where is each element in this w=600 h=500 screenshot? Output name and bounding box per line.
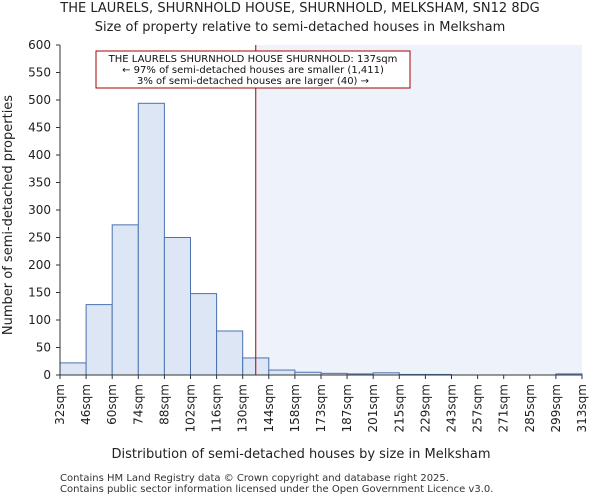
y-tick-label: 50 bbox=[36, 341, 51, 355]
x-tick-label: 257sqm bbox=[471, 384, 485, 432]
x-tick-label: 46sqm bbox=[79, 384, 93, 425]
x-tick-label: 187sqm bbox=[340, 384, 354, 432]
x-tick-label: 158sqm bbox=[288, 384, 302, 432]
bar-46sqm bbox=[85, 304, 113, 376]
y-tick-label: 150 bbox=[28, 286, 51, 300]
y-tick-label: 400 bbox=[28, 148, 51, 162]
chart-title: THE LAURELS, SHURNHOLD HOUSE, SHURNHOLD,… bbox=[60, 1, 540, 16]
annotation-line: THE LAURELS SHURNHOLD HOUSE SHURNHOLD: 1… bbox=[108, 54, 398, 65]
y-tick-label: 550 bbox=[28, 66, 51, 80]
annotation-line: ← 97% of semi-detached houses are smalle… bbox=[122, 65, 384, 76]
footer-licence: Contains public sector information licen… bbox=[60, 484, 494, 495]
x-tick-label: 130sqm bbox=[236, 384, 250, 432]
x-tick-label: 32sqm bbox=[53, 384, 67, 425]
y-tick-label: 200 bbox=[28, 258, 51, 272]
y-tick-label: 250 bbox=[28, 231, 51, 245]
x-tick-label: 88sqm bbox=[157, 384, 171, 425]
footer-copyright: Contains HM Land Registry data © Crown c… bbox=[60, 473, 449, 484]
x-tick-label: 201sqm bbox=[366, 384, 380, 432]
y-axis-label: Number of semi-detached properties bbox=[1, 95, 16, 335]
x-tick-label: 215sqm bbox=[392, 384, 406, 432]
x-tick-label: 243sqm bbox=[445, 384, 459, 432]
x-tick-label: 285sqm bbox=[523, 384, 537, 432]
x-tick-label: 173sqm bbox=[314, 384, 328, 432]
x-tick-label: 116sqm bbox=[210, 384, 224, 432]
x-tick-label: 271sqm bbox=[497, 384, 511, 432]
annotation-box bbox=[95, 50, 411, 89]
bar-102sqm bbox=[190, 293, 218, 376]
x-tick-label: 144sqm bbox=[262, 384, 276, 432]
x-tick-label: 74sqm bbox=[131, 384, 145, 425]
y-tick-label: 500 bbox=[28, 93, 51, 107]
larger-side-shade bbox=[255, 45, 582, 375]
x-axis-label: Distribution of semi-detached houses by … bbox=[112, 447, 491, 462]
chart-subtitle: Size of property relative to semi-detach… bbox=[94, 20, 506, 35]
bar-88sqm bbox=[163, 237, 191, 376]
bar-144sqm bbox=[268, 369, 296, 376]
bar-32sqm bbox=[59, 362, 87, 376]
bar-60sqm bbox=[111, 224, 139, 376]
bar-74sqm bbox=[137, 102, 165, 376]
y-tick-label: 100 bbox=[28, 313, 51, 327]
annotation-line: 3% of semi-detached houses are larger (4… bbox=[137, 76, 369, 87]
y-tick-label: 450 bbox=[28, 121, 51, 135]
x-tick-label: 313sqm bbox=[575, 384, 589, 432]
x-tick-label: 102sqm bbox=[184, 384, 198, 432]
x-tick-label: 299sqm bbox=[549, 384, 563, 432]
x-tick-label: 229sqm bbox=[418, 384, 432, 432]
y-tick-label: 600 bbox=[28, 38, 51, 52]
y-tick-label: 300 bbox=[28, 203, 51, 217]
bar-116sqm bbox=[216, 330, 244, 376]
y-tick-label: 0 bbox=[43, 368, 51, 382]
x-tick-label: 60sqm bbox=[105, 384, 119, 425]
y-tick-label: 350 bbox=[28, 176, 51, 190]
